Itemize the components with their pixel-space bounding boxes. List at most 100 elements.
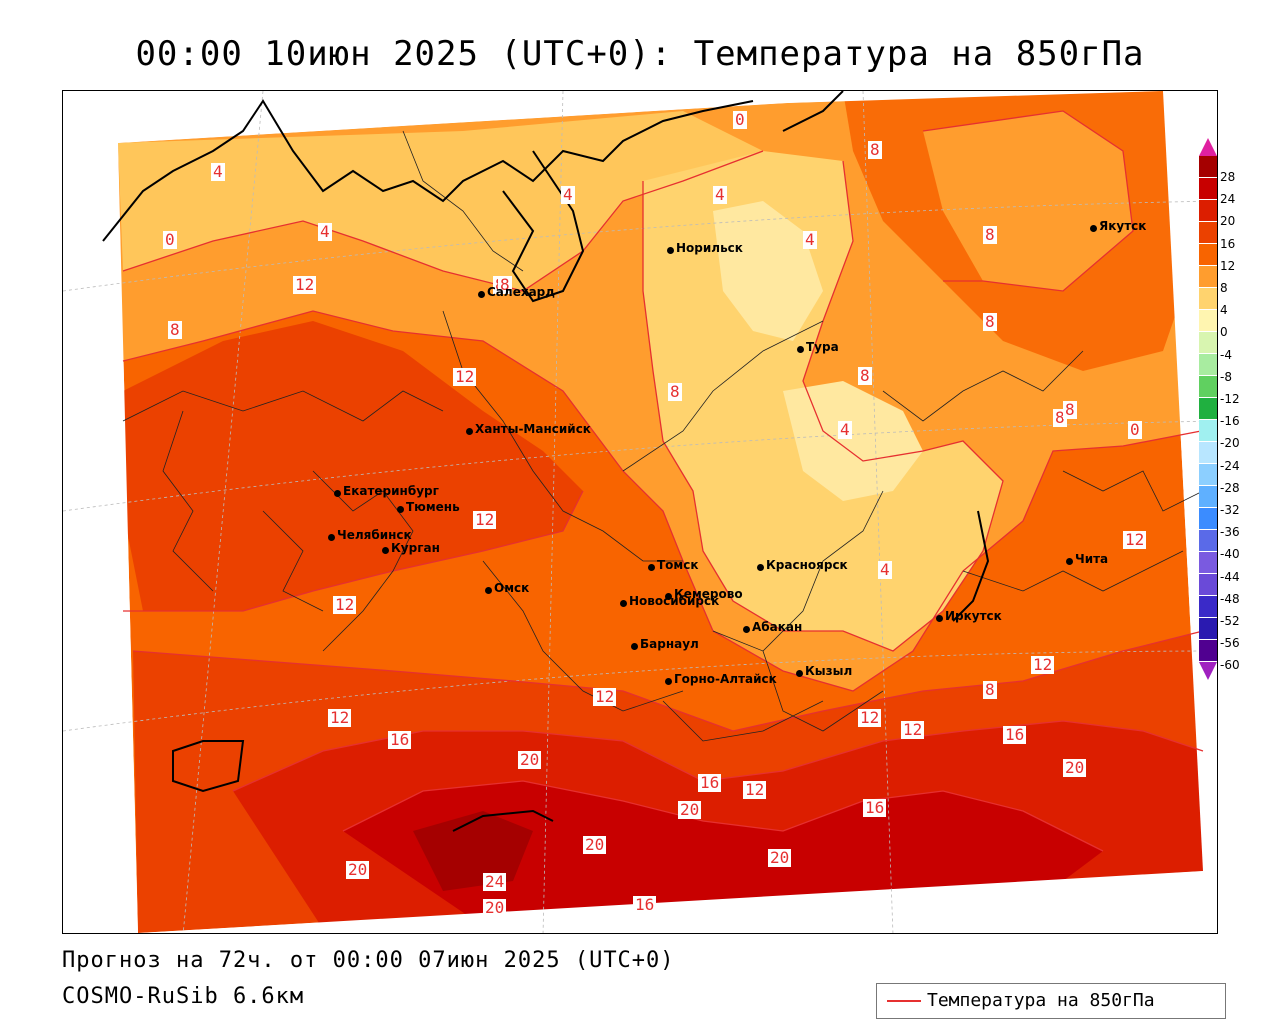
city-marker xyxy=(648,564,655,571)
scale-cell xyxy=(1199,354,1217,376)
isotherm-label: 12 xyxy=(293,275,317,294)
legend: Температура на 850гПа xyxy=(876,983,1226,1019)
scale-tick-label: -4 xyxy=(1220,347,1232,362)
outside-domain-bottom xyxy=(138,871,1217,933)
scale-tick-label: -28 xyxy=(1220,480,1240,495)
scale-tick-label: -52 xyxy=(1220,614,1240,628)
scale-tick-label: 24 xyxy=(1220,192,1236,207)
scale-cell xyxy=(1199,178,1217,200)
scale-cell xyxy=(1199,530,1217,552)
isotherm-label: 20 xyxy=(583,835,607,854)
isotherm-label: 8 xyxy=(668,382,682,401)
scale-tick-label: -16 xyxy=(1220,414,1240,429)
scale-tick-label: 4 xyxy=(1220,303,1228,318)
scale-tick-label: 8 xyxy=(1220,281,1228,295)
scale-cell xyxy=(1199,398,1217,420)
city-marker xyxy=(485,587,492,594)
isotherm-label: 16 xyxy=(863,798,887,817)
scale-cell xyxy=(1199,442,1217,464)
isotherm-label: 4 xyxy=(211,162,225,181)
isotherm-label: 12 xyxy=(858,708,882,727)
isotherm-label: 20 xyxy=(518,750,542,769)
isotherm-label: 4 xyxy=(561,185,575,204)
isotherm-label: 20 xyxy=(678,800,702,819)
scale-cell xyxy=(1199,244,1217,266)
isotherm-label: 12 xyxy=(333,595,357,614)
isotherm-label: 8 xyxy=(983,680,997,699)
city-label: Абакан xyxy=(752,620,803,634)
zone-west-12-16 xyxy=(123,321,583,611)
city-label: Курган xyxy=(391,541,440,555)
city-marker xyxy=(1090,225,1097,232)
color-scale xyxy=(1199,138,1217,680)
scale-cell xyxy=(1199,552,1217,574)
city-marker xyxy=(382,547,389,554)
isotherm-label: 4 xyxy=(803,230,817,249)
scale-tick-label: -36 xyxy=(1220,525,1240,540)
scale-tick-label: -40 xyxy=(1220,547,1240,562)
isotherm-label: 8 xyxy=(983,225,997,244)
admin-boundaries xyxy=(122,130,1204,742)
scale-tick-label: -60 xyxy=(1220,658,1240,673)
isotherm-label: 12 xyxy=(453,367,477,386)
city-marker xyxy=(334,490,341,497)
scale-cell xyxy=(1199,266,1217,288)
isotherm-label: 0 xyxy=(1128,420,1142,439)
isotherm-label: 12 xyxy=(901,720,925,739)
isotherm-label: 16 xyxy=(633,895,657,914)
city-marker xyxy=(1066,558,1073,565)
city-label: Салехард xyxy=(487,285,555,299)
city-label: Тура xyxy=(806,340,839,354)
city-label: Горно-Алтайск xyxy=(674,672,777,686)
city-label: Красноярск xyxy=(766,558,848,572)
scale-top-arrow xyxy=(1199,138,1217,156)
city-marker xyxy=(328,534,335,541)
isotherm-label: 4 xyxy=(878,560,892,579)
city-marker xyxy=(478,291,485,298)
isotherm-label: 12 xyxy=(328,708,352,727)
isotherm-label: 8 xyxy=(858,366,872,385)
isotherm-label: 16 xyxy=(698,773,722,792)
isotherm-label: 12 xyxy=(473,510,497,529)
isotherm-label: 0 xyxy=(163,230,177,249)
city-marker xyxy=(797,346,804,353)
scale-tick-label: 28 xyxy=(1220,170,1236,184)
scale-cell xyxy=(1199,486,1217,508)
scale-bottom-arrow xyxy=(1199,662,1217,680)
city-label: Иркутск xyxy=(945,609,1002,623)
city-marker xyxy=(397,506,404,513)
isotherm-label: 16 xyxy=(1003,725,1027,744)
isotherm-label: 12 xyxy=(743,780,767,799)
scale-cell xyxy=(1199,156,1217,178)
scale-cell xyxy=(1199,596,1217,618)
city-layer: Якутск Норильск Салехард Тура Ханты-Мансийск… xyxy=(63,91,1217,933)
scale-cell xyxy=(1199,420,1217,442)
model-name: COSMO-RuSib 6.6км xyxy=(62,984,305,1009)
city-label: Томск xyxy=(657,558,699,572)
isotherm-label: 4 xyxy=(713,185,727,204)
city-marker xyxy=(757,564,764,571)
scale-cell xyxy=(1199,618,1217,640)
isotherm-label: 12 xyxy=(593,687,617,706)
zone-ne-4-8 xyxy=(923,111,1133,291)
scale-cell xyxy=(1199,222,1217,244)
scale-tick-label: -48 xyxy=(1220,591,1240,606)
scale-tick-label: -24 xyxy=(1220,458,1240,473)
city-label: Новосибирск xyxy=(629,594,720,608)
scale-cell xyxy=(1199,640,1217,662)
isotherm-label: 16 xyxy=(388,730,412,749)
zone-0-4-pocket-2 xyxy=(783,381,923,501)
scale-tick-label: 20 xyxy=(1220,214,1236,229)
isotherm-label: 12 xyxy=(1031,655,1055,674)
city-label: Екатеринбург xyxy=(343,484,439,498)
temperature-map: 0844404488812888128124880412128121212121… xyxy=(62,90,1218,934)
legend-label: Температура на 850гПа xyxy=(927,990,1155,1011)
scale-cell xyxy=(1199,376,1217,398)
scale-cell xyxy=(1199,310,1217,332)
isotherm-label: 12 xyxy=(1123,530,1147,549)
city-marker xyxy=(665,678,672,685)
city-label: Ханты-Мансийск xyxy=(475,422,591,436)
city-marker xyxy=(466,428,473,435)
scale-tick-label: -56 xyxy=(1220,636,1240,651)
city-marker xyxy=(743,626,750,633)
